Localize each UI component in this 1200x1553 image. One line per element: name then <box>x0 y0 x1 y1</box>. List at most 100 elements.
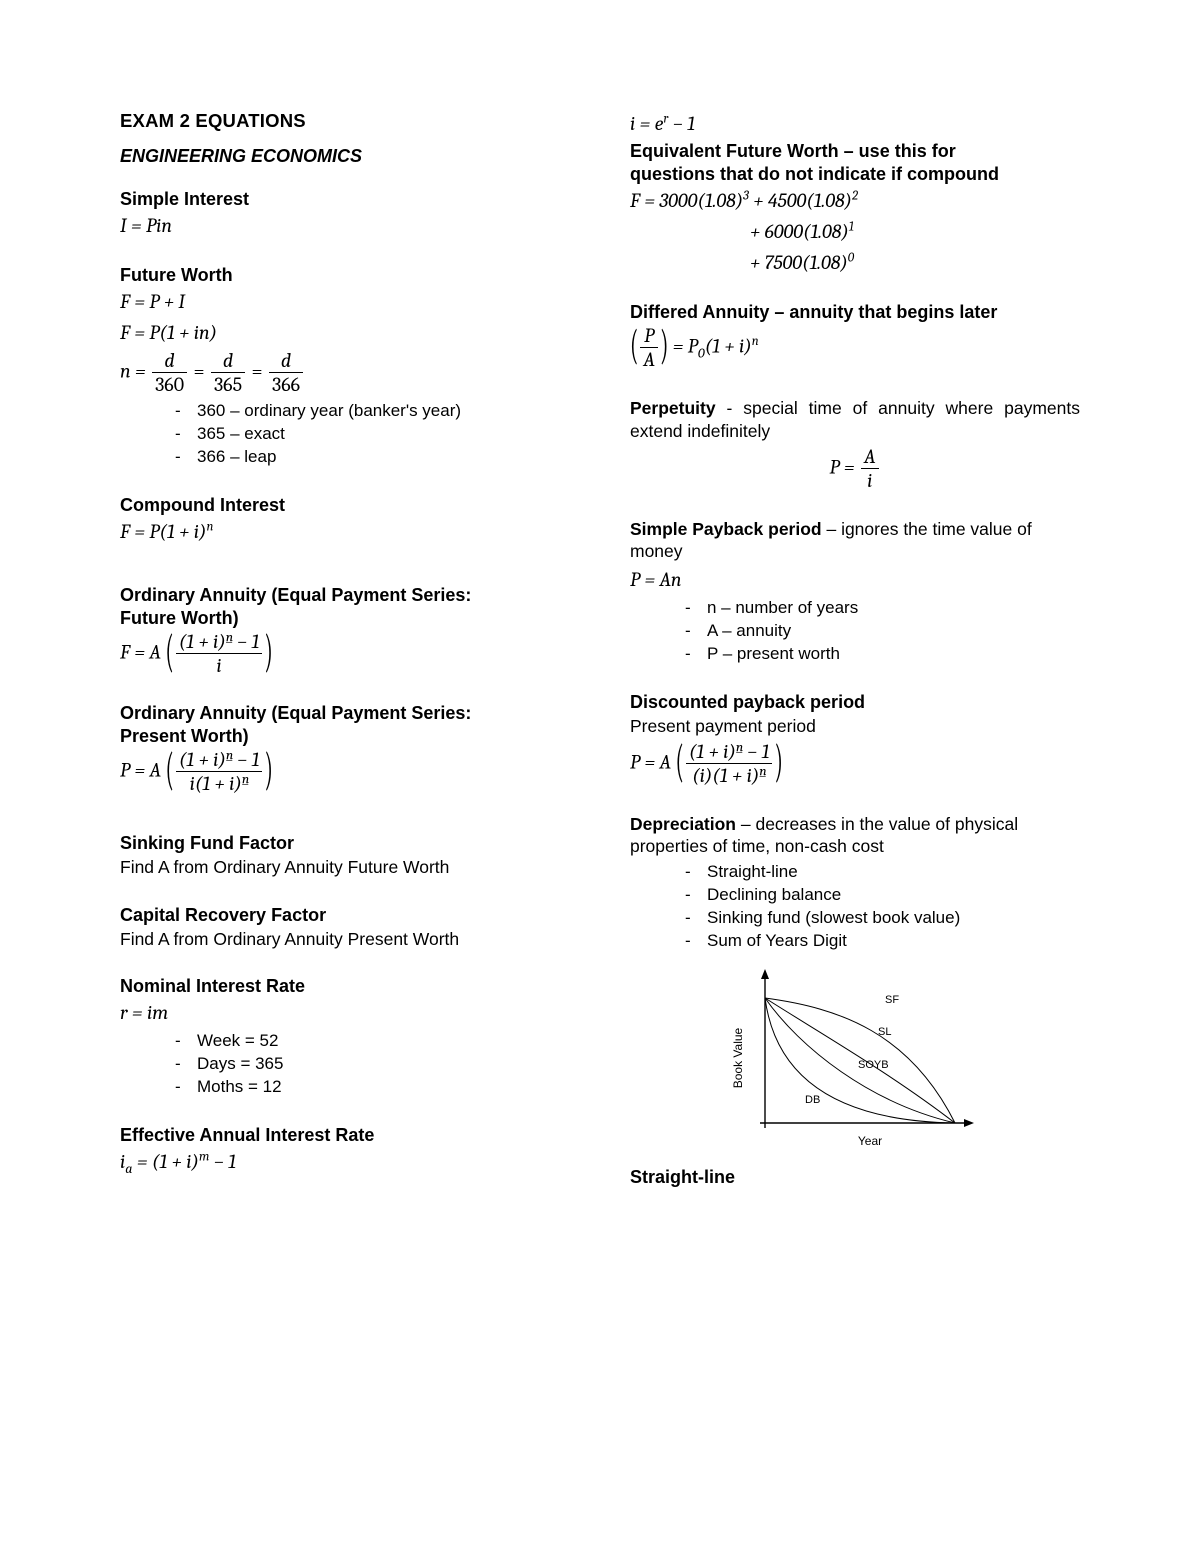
num: (1 + i)ⁿ − 1 <box>176 749 263 772</box>
list-item: -Sum of Years Digit <box>685 930 1080 953</box>
formula: r = im <box>120 999 570 1026</box>
den: i <box>176 654 263 677</box>
svg-text:DB: DB <box>805 1094 820 1106</box>
formula: n = d360 = d365 = d366 <box>120 350 570 396</box>
den: 360 <box>152 373 187 396</box>
formula: F = A ((1 + i)ⁿ − 1i) <box>120 631 570 677</box>
den: 365 <box>211 373 245 396</box>
list-item: -Sinking fund (slowest book value) <box>685 907 1080 930</box>
right-column: i = er − 1 Equivalent Future Worth – use… <box>630 110 1080 1190</box>
heading: Differed Annuity – annuity that begins l… <box>630 302 1080 323</box>
lhs: P = A <box>630 750 671 773</box>
num: P <box>640 325 658 348</box>
doc-subtitle: ENGINEERING ECONOMICS <box>120 146 570 167</box>
fraction: (1 + i)ⁿ − 1i <box>176 631 263 677</box>
list-item: -Declining balance <box>685 884 1080 907</box>
heading: Capital Recovery Factor <box>120 905 570 926</box>
p: = P <box>668 335 697 358</box>
bold: Depreciation <box>630 814 736 834</box>
svg-text:SOYB: SOYB <box>858 1059 889 1071</box>
num: A <box>861 446 879 469</box>
formula: + 7500(1.08)0 <box>630 249 1080 276</box>
formula: P = A ((1 + i)ⁿ − 1i(1 + i)ⁿ) <box>120 749 570 795</box>
svg-text:Book Value: Book Value <box>731 1027 745 1088</box>
formula: F = P(1 + in) <box>120 319 570 346</box>
heading: Sinking Fund Factor <box>120 833 570 854</box>
section-discounted-payback: Discounted payback period Present paymen… <box>630 692 1080 787</box>
text: Sinking fund (slowest book value) <box>707 907 960 930</box>
list-item: -Week = 52 <box>175 1030 570 1053</box>
sup: 1 <box>849 219 854 234</box>
sup: n <box>752 334 759 349</box>
heading: questions that do not indicate if compou… <box>630 164 1080 185</box>
section-simple-payback: Simple Payback period – ignores the time… <box>630 518 1080 666</box>
left-column: EXAM 2 EQUATIONS ENGINEERING ECONOMICS S… <box>120 110 570 1190</box>
heading-inline: Perpetuity - special time of annuity whe… <box>630 397 1080 443</box>
text: n – number of years <box>707 597 858 620</box>
fraction: Ai <box>861 446 879 492</box>
sup: m <box>199 1149 209 1164</box>
svg-text:Year: Year <box>858 1134 882 1148</box>
heading: Future Worth <box>120 265 570 286</box>
formula: P = A ((1 + i)ⁿ − 1(i)(1 + i)ⁿ) <box>630 741 1080 787</box>
heading: Effective Annual Interest Rate <box>120 1125 570 1146</box>
section-nominal-rate: Nominal Interest Rate r = im -Week = 52 … <box>120 976 570 1099</box>
formula: (PA) = P0(1 + i)n <box>630 325 1080 371</box>
text: Straight-line <box>707 861 798 884</box>
lhs: n = <box>120 360 146 383</box>
fraction: (1 + i)ⁿ − 1(i)(1 + i)ⁿ <box>686 741 773 787</box>
bullet-list: -360 – ordinary year (banker's year) -36… <box>175 400 570 469</box>
text: 366 – leap <box>197 446 276 469</box>
text: P – present worth <box>707 643 840 666</box>
list-item: -360 – ordinary year (banker's year) <box>175 400 570 423</box>
num: (1 + i)ⁿ − 1 <box>686 741 773 764</box>
bullet-list: -n – number of years -A – annuity -P – p… <box>685 597 1080 666</box>
num: d <box>211 350 245 373</box>
section-ordinary-annuity-fw: Ordinary Annuity (Equal Payment Series: … <box>120 585 570 677</box>
list-item: -Moths = 12 <box>175 1076 570 1099</box>
list-item: -Straight-line <box>685 861 1080 884</box>
lhs: P = A <box>120 758 161 781</box>
heading: Simple Interest <box>120 189 570 210</box>
formula: P = An <box>630 566 1080 593</box>
section-perpetuity: Perpetuity - special time of annuity whe… <box>630 397 1080 492</box>
formula: ia = (1 + i)m − 1 <box>120 1148 570 1179</box>
section-future-worth: Future Worth F = P + I F = P(1 + in) n =… <box>120 265 570 469</box>
fraction: PA <box>640 325 658 371</box>
list-item: -A – annuity <box>685 620 1080 643</box>
text: 360 – ordinary year (banker's year) <box>197 400 461 423</box>
svg-text:SF: SF <box>885 994 899 1006</box>
list-item: -n – number of years <box>685 597 1080 620</box>
text: A – annuity <box>707 620 791 643</box>
formula: I = Pin <box>120 212 570 239</box>
bullet-list: -Week = 52 -Days = 365 -Moths = 12 <box>175 1030 570 1099</box>
section-equivalent-fw: i = er − 1 Equivalent Future Worth – use… <box>630 110 1080 276</box>
formula: F = P + I <box>120 288 570 315</box>
doc-title: EXAM 2 EQUATIONS <box>120 110 570 132</box>
heading: Equivalent Future Worth – use this for <box>630 141 1080 162</box>
sup: 2 <box>852 188 858 203</box>
bold: Perpetuity <box>630 398 716 418</box>
list-item: -Days = 365 <box>175 1053 570 1076</box>
num: (1 + i)ⁿ − 1 <box>176 631 263 654</box>
sup: 0 <box>848 250 854 265</box>
lhs: P = <box>829 455 854 478</box>
p: (1 + i) <box>705 335 752 358</box>
p: = (1 + i) <box>132 1150 198 1173</box>
section-depreciation: Depreciation – decreases in the value of… <box>630 813 1080 953</box>
fraction: d360 <box>152 350 187 396</box>
section-compound-interest: Compound Interest F = P(1 + i)n <box>120 495 570 545</box>
page: EXAM 2 EQUATIONS ENGINEERING ECONOMICS S… <box>120 110 1080 1190</box>
text: Declining balance <box>707 884 841 907</box>
num: d <box>269 350 303 373</box>
heading: Ordinary Annuity (Equal Payment Series: <box>120 585 570 606</box>
chart-svg: SFSLSOYBDBYearBook Value <box>720 963 990 1148</box>
den: (i)(1 + i)ⁿ <box>686 764 773 787</box>
text: Week = 52 <box>197 1030 278 1053</box>
den: 366 <box>269 373 303 396</box>
bold: Simple Payback period <box>630 519 822 539</box>
heading: Ordinary Annuity (Equal Payment Series: <box>120 703 570 724</box>
description: Find A from Ordinary Annuity Future Wort… <box>120 856 570 879</box>
fraction: (1 + i)ⁿ − 1i(1 + i)ⁿ <box>176 749 263 795</box>
p: + 4500(1.08) <box>749 189 852 212</box>
